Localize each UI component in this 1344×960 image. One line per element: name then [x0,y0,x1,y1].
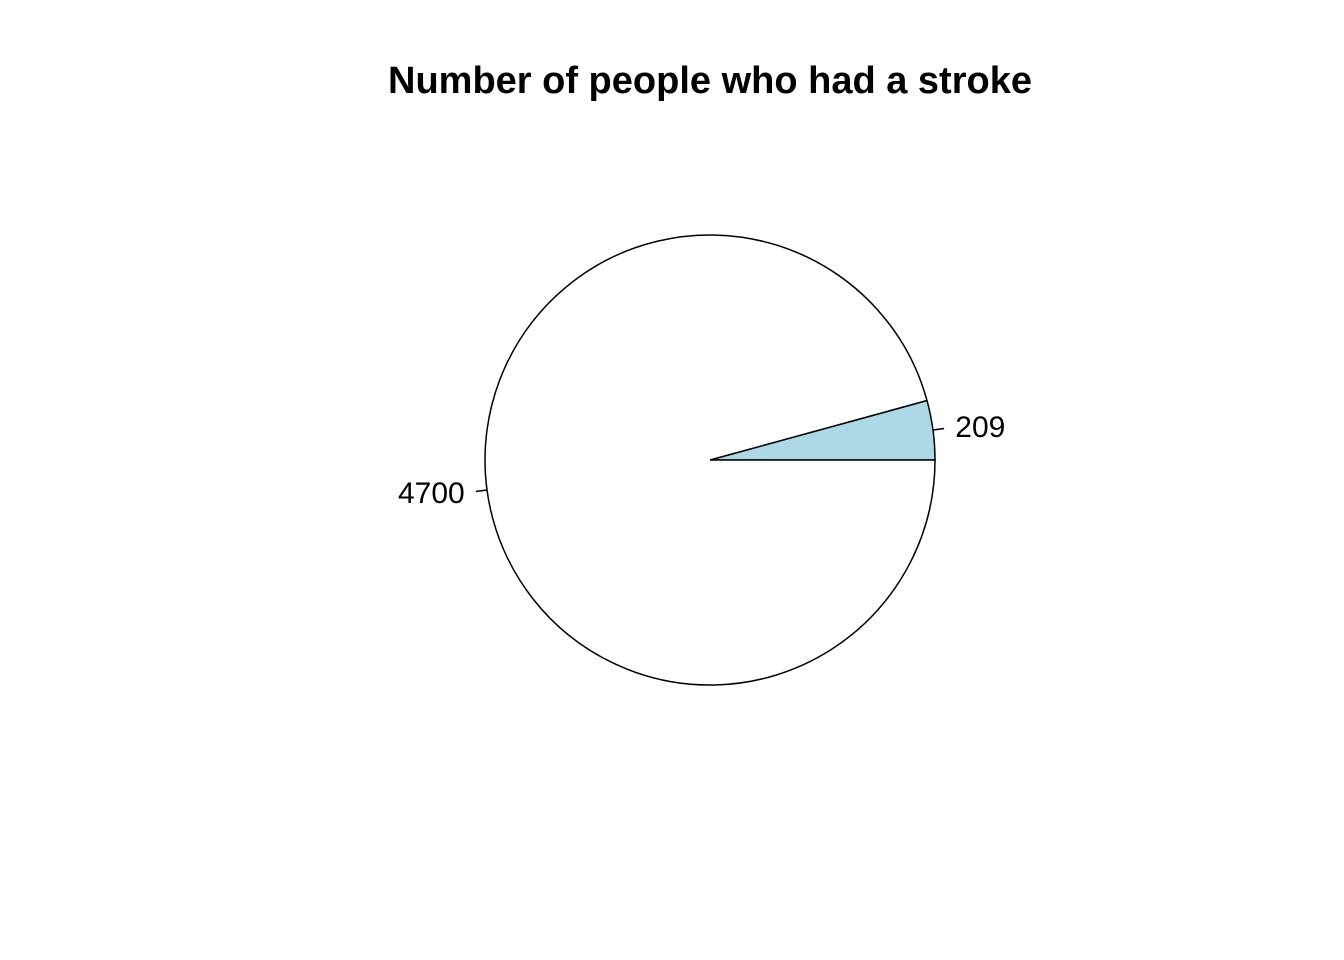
pie-slices [484,234,936,686]
pie-label-tick-209 [932,427,945,431]
pie-labels: 209 4700 [398,411,1005,510]
pie-label-4700: 4700 [398,477,465,510]
chart-title: Number of people who had a stroke [388,60,1032,102]
pie-label-tick-4700 [475,489,488,493]
pie-slice-4700 [484,234,936,686]
pie-label-209: 209 [955,411,1005,444]
